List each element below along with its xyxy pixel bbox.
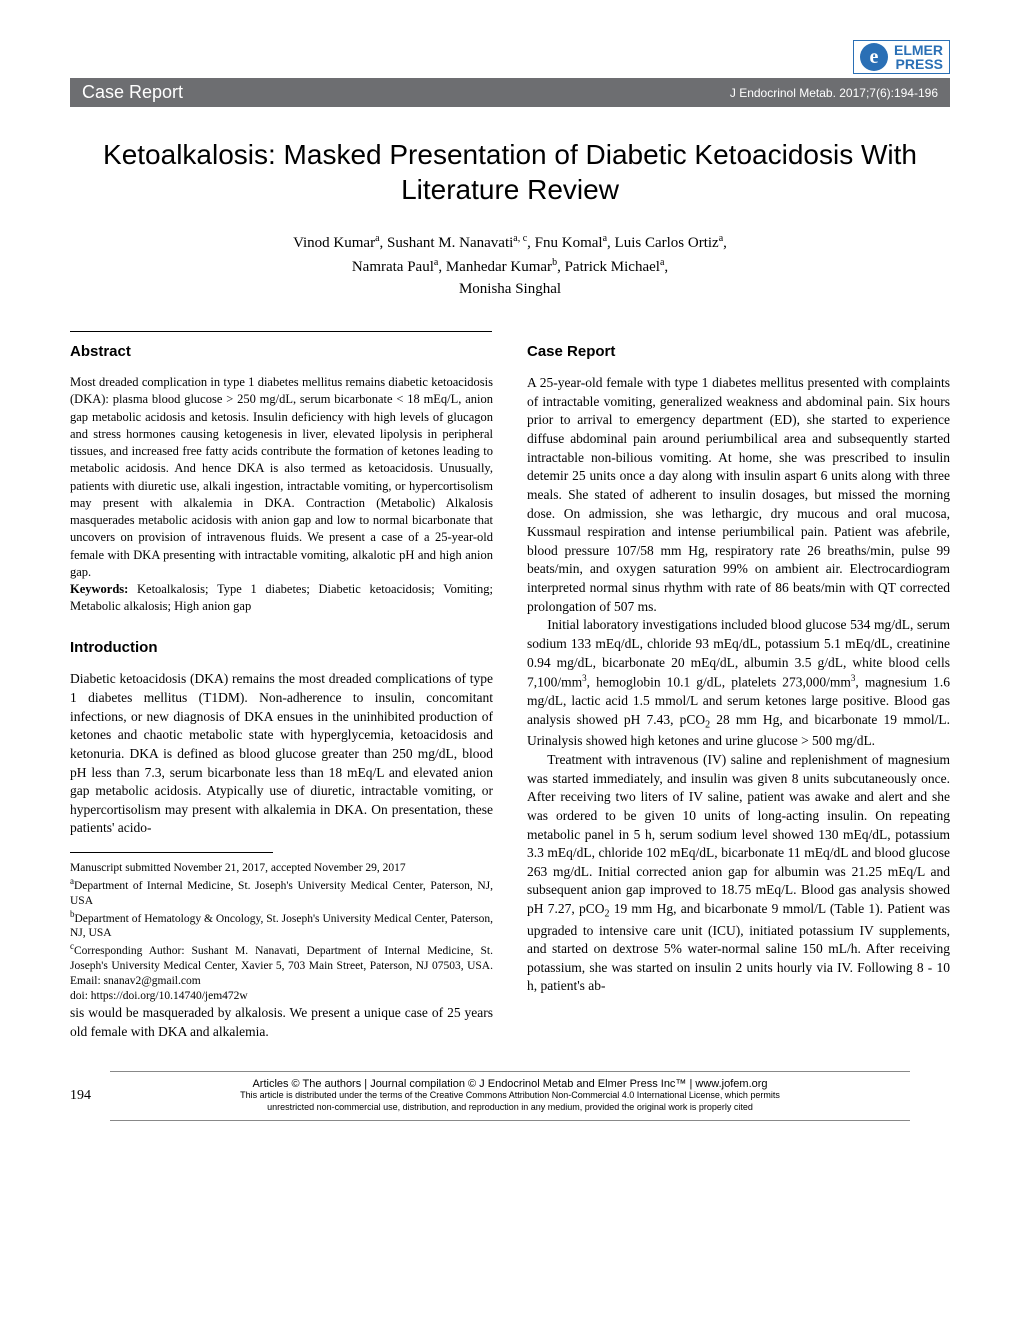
col2-lead: sis would be masqueraded by alkalosis. W… [70,1004,493,1041]
footer-line1: Articles © The authors | Journal compila… [110,1078,910,1090]
footer-line3: unrestricted non-commercial use, distrib… [110,1102,910,1114]
affiliation-b: bDepartment of Hematology & Oncology, St… [70,909,493,942]
footnotes-divider [70,852,273,853]
logo-line2: PRESS [894,57,943,71]
affiliation-c: cCorresponding Author: Sushant M. Nanava… [70,941,493,989]
article-type: Case Report [82,82,183,103]
doi: doi: https://doi.org/10.14740/jem472w [70,989,493,1004]
manuscript-dates: Manuscript submitted November 21, 2017, … [70,861,493,876]
publisher-logo: e ELMER PRESS [853,40,950,74]
case-p3: Treatment with intravenous (IV) saline a… [527,751,950,996]
footer-line2: This article is distributed under the te… [110,1090,910,1102]
affiliation-a: aDepartment of Internal Medicine, St. Jo… [70,876,493,909]
header-bar: e ELMER PRESS [70,40,950,74]
case-p2: Initial laboratory investigations includ… [527,616,950,751]
page-footer: 194 Articles © The authors | Journal com… [70,1071,950,1120]
keywords: Keywords: Ketoalkalosis; Type 1 diabetes… [70,581,493,616]
logo-line1: ELMER [894,43,943,57]
logo-icon: e [860,43,888,71]
abstract-text: Most dreaded complication in type 1 diab… [70,374,493,581]
divider [70,331,492,332]
case-p1: A 25-year-old female with type 1 diabete… [527,374,950,616]
intro-heading: Introduction [70,638,493,659]
page-number: 194 [70,1088,110,1104]
journal-citation: J Endocrinol Metab. 2017;7(6):194-196 [730,86,938,100]
case-heading: Case Report [527,342,950,363]
abstract-heading: Abstract [70,342,493,363]
article-title: Ketoalkalosis: Masked Presentation of Di… [100,137,920,207]
authors: Vinod Kumara, Sushant M. Nanavatia, c, F… [70,231,950,301]
article-type-banner: Case Report J Endocrinol Metab. 2017;7(6… [70,78,950,107]
intro-text: Diabetic ketoacidosis (DKA) remains the … [70,670,493,838]
body-columns: Abstract Most dreaded complication in ty… [70,342,950,1042]
